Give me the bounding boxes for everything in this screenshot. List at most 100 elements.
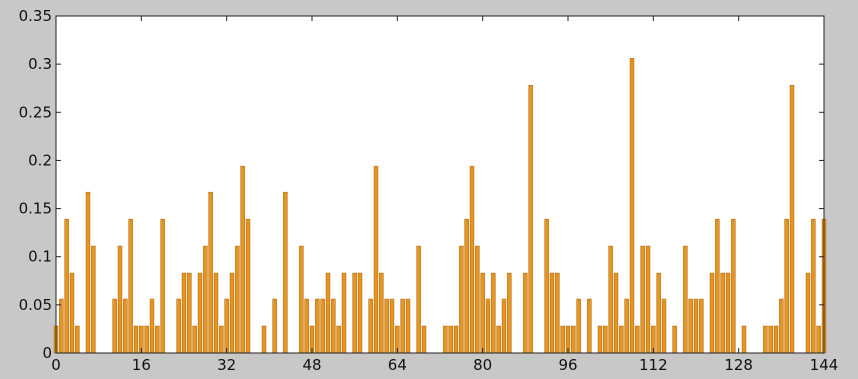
bar — [443, 325, 448, 354]
bar — [789, 85, 795, 354]
x-tick-label: 96 — [558, 356, 577, 374]
bar — [597, 325, 603, 354]
bar — [507, 272, 512, 354]
y-tick-label: 0.05 — [19, 296, 52, 314]
bar — [299, 245, 304, 354]
bar — [656, 272, 661, 354]
bar — [672, 325, 677, 354]
x-tick-label: 112 — [639, 356, 668, 374]
bar — [123, 298, 128, 354]
y-tick-label: 0 — [42, 344, 52, 362]
bar — [91, 245, 96, 354]
bar — [315, 298, 320, 354]
bar — [112, 298, 117, 354]
bar — [501, 298, 507, 354]
bar — [379, 272, 384, 354]
y-axis-tick-labels: 0 0.05 0.1 0.15 0.2 0.25 0.3 0.35 — [19, 7, 52, 362]
bar — [384, 298, 389, 354]
bar — [133, 325, 139, 354]
bar — [197, 272, 203, 354]
bar — [661, 298, 667, 354]
bar — [368, 298, 373, 354]
bar — [149, 298, 155, 354]
bar — [475, 245, 480, 354]
x-tick-label: 16 — [132, 356, 151, 374]
bar — [181, 272, 187, 354]
bar — [741, 325, 747, 354]
bar — [768, 325, 773, 354]
bar — [496, 325, 501, 354]
bar — [453, 325, 459, 354]
bar — [405, 298, 411, 354]
bar — [416, 245, 421, 354]
bar — [283, 191, 288, 354]
bar — [336, 325, 341, 354]
bar — [587, 298, 592, 354]
bar — [613, 272, 619, 354]
bar — [693, 298, 699, 354]
bar — [203, 245, 208, 354]
bar — [400, 298, 405, 354]
tick-marks — [55, 15, 825, 354]
bar — [144, 325, 149, 354]
bar — [229, 272, 235, 354]
bar — [725, 272, 731, 354]
bar — [192, 325, 197, 354]
bar — [235, 245, 240, 354]
bar — [421, 325, 427, 354]
x-tick-label: 64 — [388, 356, 407, 374]
bar — [245, 218, 251, 354]
bar — [240, 165, 245, 354]
bar — [699, 298, 704, 354]
bar — [272, 298, 277, 354]
bar — [688, 298, 693, 354]
bar — [811, 218, 816, 354]
bar — [469, 165, 475, 354]
bar — [331, 298, 336, 354]
bar — [709, 272, 715, 354]
bar — [560, 325, 565, 354]
bar — [571, 325, 576, 354]
bar — [640, 245, 645, 354]
x-tick-label: 80 — [473, 356, 492, 374]
y-tick-label: 0.15 — [19, 200, 52, 218]
y-tick-label: 0.1 — [28, 248, 52, 266]
axes-frame — [55, 15, 825, 354]
bar — [176, 298, 181, 354]
x-axis-tick-labels: 0 16 32 48 64 80 96 112 128 144 — [51, 356, 838, 374]
x-tick-label: 48 — [302, 356, 321, 374]
bar — [117, 245, 123, 354]
y-tick-label: 0.2 — [28, 151, 52, 169]
bar — [779, 298, 784, 354]
bar — [160, 218, 165, 354]
bar — [603, 325, 608, 354]
bar — [763, 325, 768, 354]
bar — [352, 272, 357, 354]
bar — [608, 245, 613, 354]
bar — [528, 85, 533, 354]
bar — [480, 272, 485, 354]
y-tick-label: 0.35 — [19, 7, 52, 25]
bar — [629, 58, 635, 354]
bar — [59, 298, 64, 354]
bar — [261, 325, 267, 354]
bar — [491, 272, 496, 354]
bar — [485, 298, 491, 354]
bar — [64, 218, 69, 354]
bar — [75, 325, 80, 354]
bar — [464, 218, 469, 354]
bar — [128, 218, 133, 354]
bar — [373, 165, 379, 354]
bar — [805, 272, 811, 354]
bar — [224, 298, 229, 354]
bar — [816, 325, 821, 354]
bar — [549, 272, 555, 354]
bar — [683, 245, 688, 354]
bar — [357, 272, 363, 354]
bar — [784, 218, 789, 354]
bar — [576, 298, 581, 354]
x-tick-label: 32 — [217, 356, 236, 374]
bar — [715, 218, 720, 354]
